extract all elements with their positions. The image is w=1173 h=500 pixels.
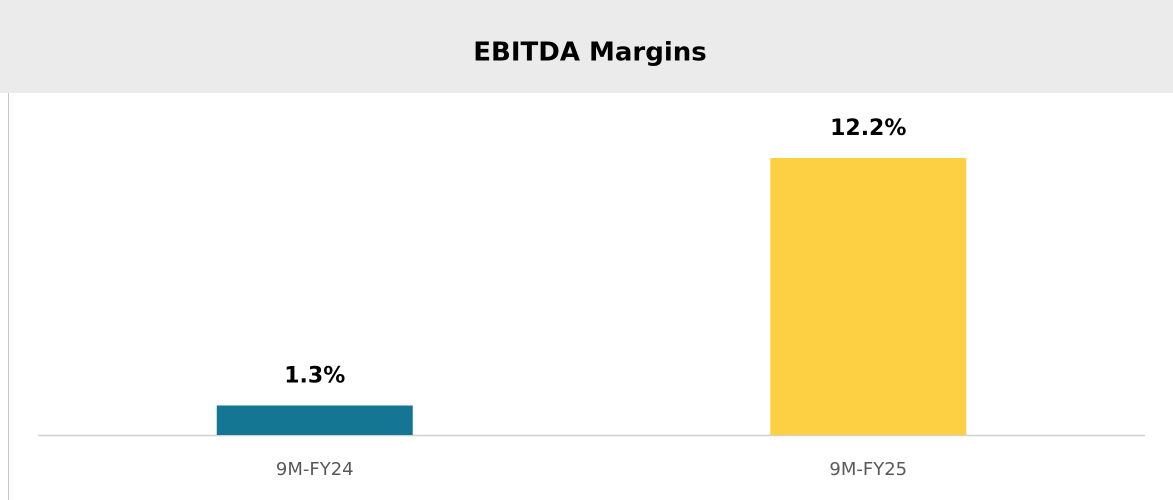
value-label: 12.2%	[830, 116, 906, 141]
bar	[770, 158, 967, 435]
header-band	[0, 0, 1173, 93]
x-tick-label: 9M-FY24	[276, 459, 354, 480]
x-tick-label: 9M-FY25	[829, 459, 907, 480]
chart-title: EBITDA Margins	[473, 38, 707, 68]
bar	[216, 405, 413, 435]
value-label: 1.3%	[284, 363, 345, 388]
